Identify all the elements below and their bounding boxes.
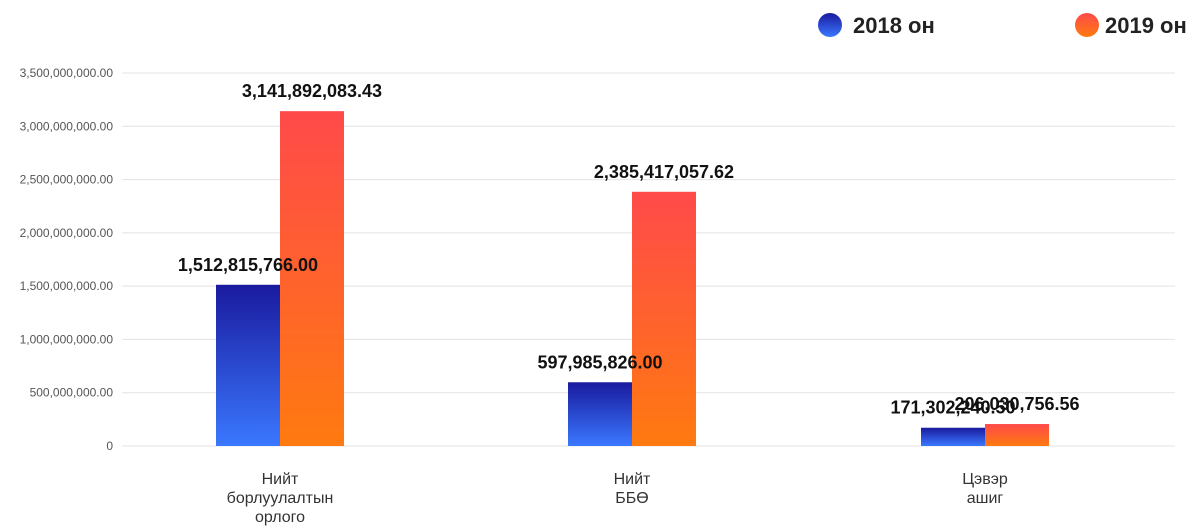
legend: 2018 он 2019 он — [818, 13, 1187, 38]
bar-series-0-cat-2 — [921, 427, 985, 446]
y-tick-label: 3,500,000,000.00 — [20, 66, 114, 80]
y-axis-ticks: 0 500,000,000.00 1,000,000,000.00 1,500,000… — [20, 66, 114, 453]
y-tick-label: 2,500,000,000.00 — [20, 173, 114, 187]
legend-label: 2018 он — [853, 13, 935, 38]
data-labels: 1,512,815,766.00 597,985,826.00 171,302,24… — [178, 81, 1080, 418]
y-tick-label: 1,500,000,000.00 — [20, 279, 114, 293]
bars — [216, 111, 1049, 447]
bar-series-1-cat-0 — [280, 111, 344, 447]
data-label-series-0-cat-0: 1,512,815,766.00 — [178, 255, 318, 275]
bar-series-0-cat-1 — [568, 382, 632, 446]
bar-series-1-cat-1 — [632, 191, 696, 446]
data-label-series-1-cat-0: 3,141,892,083.43 — [242, 81, 382, 101]
legend-swatch — [1075, 13, 1099, 37]
y-tick-label: 3,000,000,000.00 — [20, 119, 114, 133]
data-label-series-1-cat-2: 206,030,756.56 — [954, 394, 1079, 414]
y-tick-label: 0 — [106, 439, 113, 453]
bar-series-0-cat-0 — [216, 284, 280, 446]
legend-label: 2019 он — [1105, 13, 1187, 38]
y-tick-label: 2,000,000,000.00 — [20, 226, 114, 240]
category-label: Цэвэр ашиг — [962, 471, 1008, 507]
y-tick-label: 500,000,000.00 — [30, 386, 114, 400]
category-label: Нийт борлуулалтын орлого — [227, 471, 334, 526]
y-tick-label: 1,000,000,000.00 — [20, 332, 114, 346]
legend-swatch — [818, 13, 842, 37]
legend-item-1: 2019 он — [1075, 13, 1187, 38]
data-label-series-1-cat-1: 2,385,417,057.62 — [594, 162, 734, 182]
data-label-series-0-cat-1: 597,985,826.00 — [537, 352, 662, 372]
legend-item-0: 2018 он — [818, 13, 935, 38]
bar-series-1-cat-2 — [985, 424, 1049, 446]
data-label-series-0-cat-2: 171,302,240.50 — [890, 398, 1015, 418]
category-labels: Нийт борлуулалтын орлого Нийт ББӨ Цэвэр ашиг — [227, 471, 1008, 526]
category-label: Нийт ББӨ — [614, 471, 651, 507]
